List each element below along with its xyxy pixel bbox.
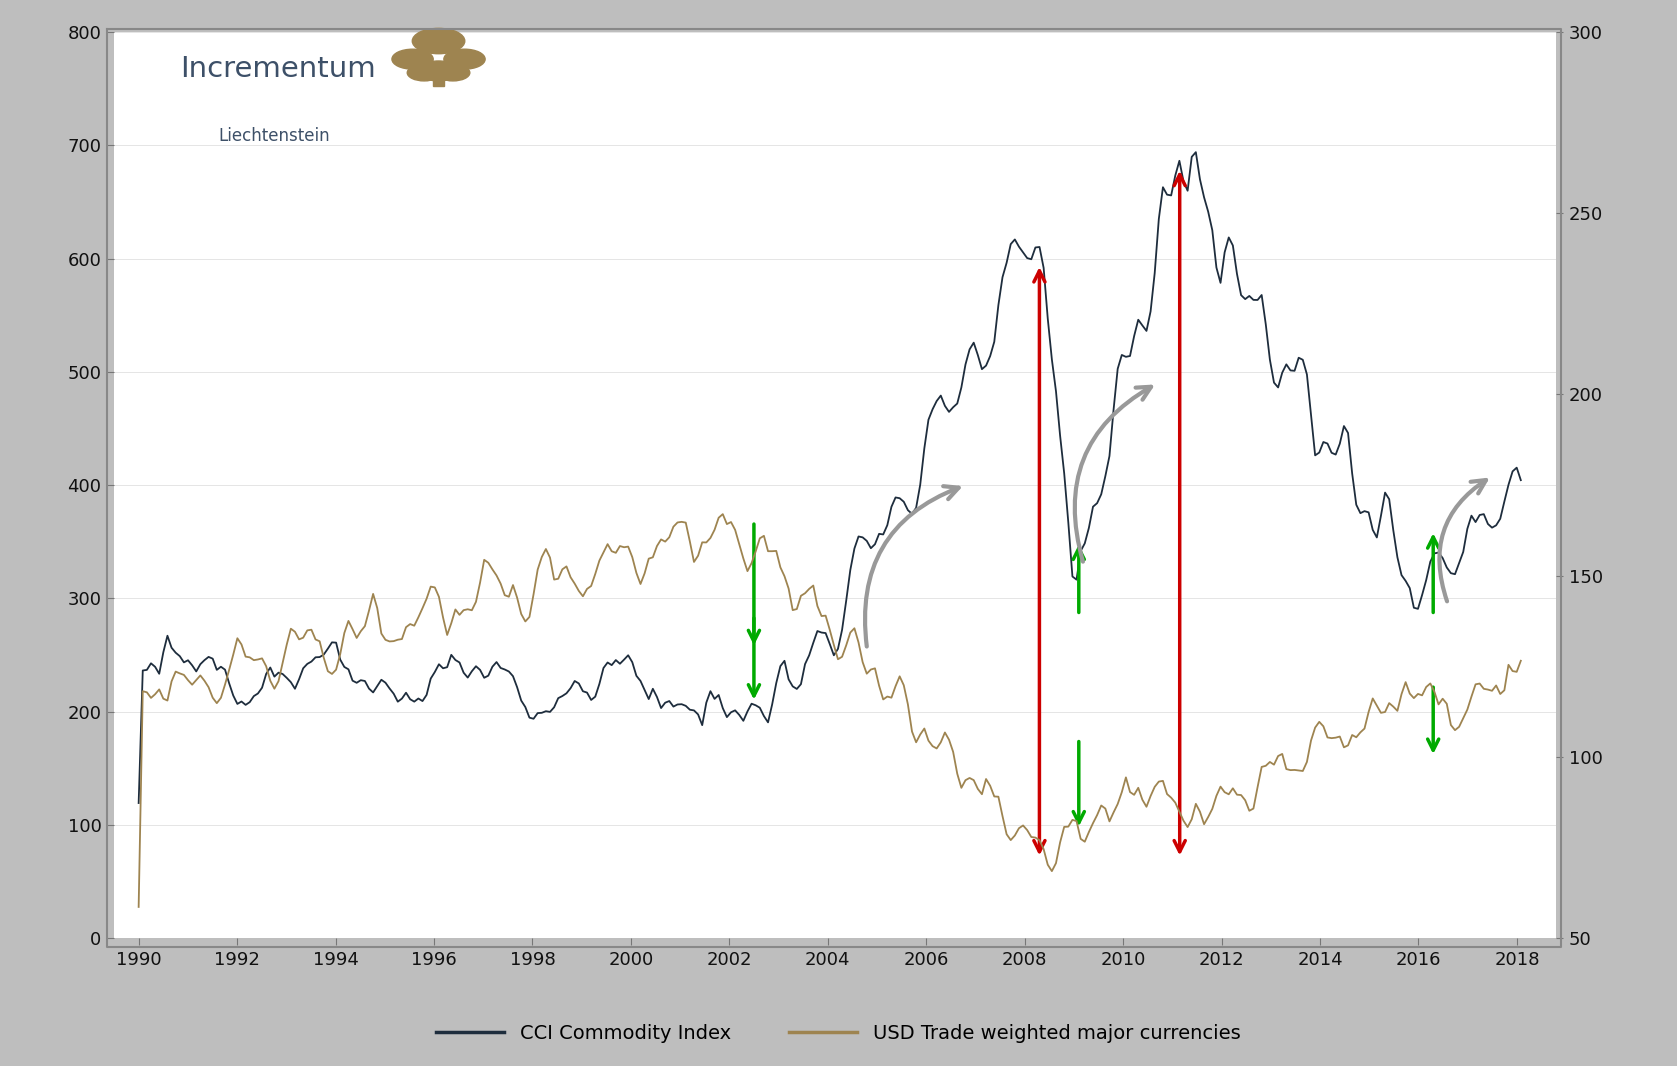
Bar: [433, 70, 444, 86]
Ellipse shape: [408, 65, 441, 81]
Ellipse shape: [444, 49, 485, 69]
Text: Liechtenstein: Liechtenstein: [218, 127, 329, 145]
Ellipse shape: [436, 65, 470, 81]
Text: Incrementum: Incrementum: [181, 54, 376, 83]
Legend: CCI Commodity Index, USD Trade weighted major currencies: CCI Commodity Index, USD Trade weighted …: [429, 1016, 1248, 1051]
Ellipse shape: [413, 29, 465, 53]
Ellipse shape: [418, 61, 459, 81]
Ellipse shape: [392, 49, 433, 69]
